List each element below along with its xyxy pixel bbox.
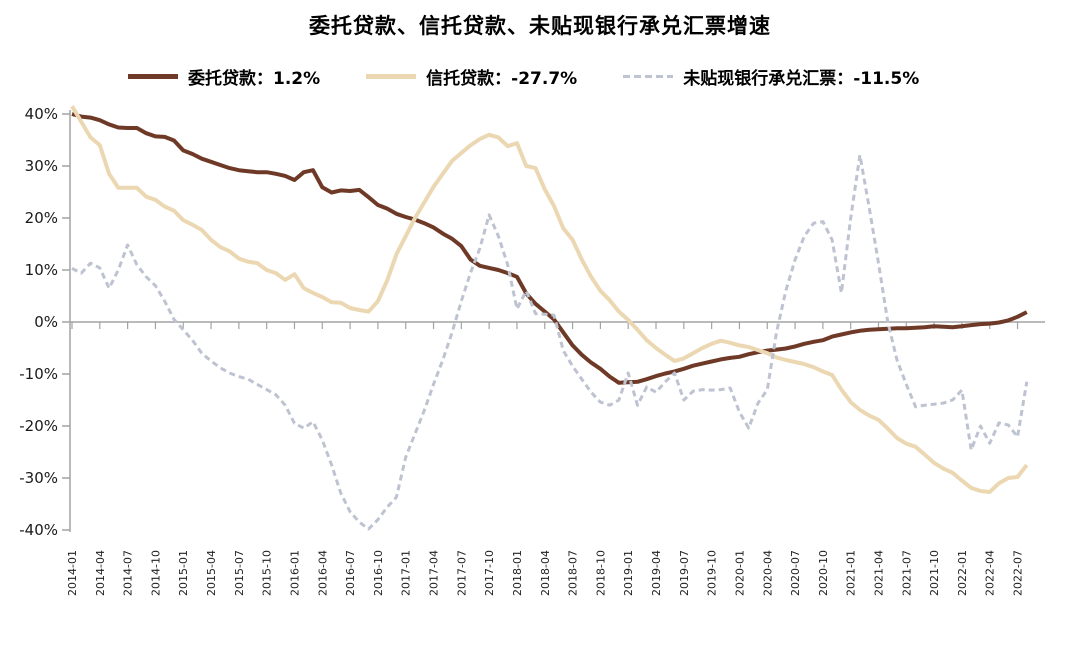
svg-text:2020-07: 2020-07 — [789, 550, 802, 596]
svg-text:2018-10: 2018-10 — [594, 550, 607, 596]
legend-label-entrusted-loans: 委托贷款：1.2% — [188, 69, 321, 89]
svg-text:2017-01: 2017-01 — [400, 550, 413, 596]
svg-text:2014-04: 2014-04 — [94, 550, 107, 596]
legend-label-trust-loans: 信托贷款：-27.7% — [426, 69, 578, 89]
chart-title: 委托贷款、信托贷款、未贴现银行承兑汇票增速 — [309, 14, 771, 38]
svg-text:2017-04: 2017-04 — [428, 550, 441, 596]
svg-text:2022-01: 2022-01 — [956, 550, 969, 596]
svg-text:40%: 40% — [25, 105, 58, 123]
svg-text:2016-01: 2016-01 — [288, 550, 301, 596]
svg-text:20%: 20% — [25, 209, 58, 227]
svg-text:2016-04: 2016-04 — [316, 550, 329, 596]
svg-text:2017-10: 2017-10 — [483, 550, 496, 596]
svg-text:-10%: -10% — [19, 365, 58, 383]
svg-text:2021-04: 2021-04 — [872, 550, 885, 596]
svg-text:-30%: -30% — [19, 469, 58, 487]
svg-text:2020-10: 2020-10 — [817, 550, 830, 596]
svg-text:2019-07: 2019-07 — [678, 550, 691, 596]
svg-text:2019-01: 2019-01 — [622, 550, 635, 596]
svg-text:2015-04: 2015-04 — [205, 550, 218, 596]
svg-text:0%: 0% — [34, 313, 58, 331]
svg-text:2021-10: 2021-10 — [928, 550, 941, 596]
svg-text:2016-10: 2016-10 — [372, 550, 385, 596]
svg-text:2022-04: 2022-04 — [984, 550, 997, 596]
legend-item-trust-loans: 信托贷款：-27.7% — [366, 64, 577, 89]
svg-text:2014-01: 2014-01 — [66, 550, 79, 596]
legend-item-entrusted-loans: 委托贷款：1.2% — [128, 64, 320, 89]
svg-text:2015-07: 2015-07 — [233, 550, 246, 596]
svg-text:2021-01: 2021-01 — [845, 550, 858, 596]
legend-swatch-entrusted-loans — [128, 74, 178, 79]
svg-text:2015-10: 2015-10 — [261, 550, 274, 596]
legend-swatch-trust-loans — [366, 74, 417, 79]
legend-swatch-undiscounted-bankers-acceptances — [623, 75, 674, 78]
legend: 委托贷款：1.2% 信托贷款：-27.7% 未贴现银行承兑汇票：-11.5% — [128, 64, 965, 89]
svg-text:30%: 30% — [25, 157, 58, 175]
svg-text:-40%: -40% — [19, 521, 58, 539]
svg-text:2020-04: 2020-04 — [761, 550, 774, 596]
svg-text:2021-07: 2021-07 — [900, 550, 913, 596]
svg-text:2018-01: 2018-01 — [511, 550, 524, 596]
svg-text:2016-07: 2016-07 — [344, 550, 357, 596]
svg-text:10%: 10% — [25, 261, 58, 279]
svg-text:2015-01: 2015-01 — [177, 550, 190, 596]
svg-text:2018-04: 2018-04 — [539, 550, 552, 596]
svg-text:2014-07: 2014-07 — [122, 550, 135, 596]
svg-text:2018-07: 2018-07 — [567, 550, 580, 596]
svg-text:2020-01: 2020-01 — [733, 550, 746, 596]
svg-text:2019-04: 2019-04 — [650, 550, 663, 596]
legend-label-undiscounted-bankers-acceptances: 未贴现银行承兑汇票：-11.5% — [683, 69, 920, 89]
svg-text:2019-10: 2019-10 — [706, 550, 719, 596]
svg-text:2022-07: 2022-07 — [1012, 550, 1025, 596]
svg-text:2014-10: 2014-10 — [149, 550, 162, 596]
legend-item-undiscounted-bankers-acceptances: 未贴现银行承兑汇票：-11.5% — [623, 64, 919, 89]
svg-text:2017-07: 2017-07 — [455, 550, 468, 596]
svg-text:-20%: -20% — [19, 417, 58, 435]
